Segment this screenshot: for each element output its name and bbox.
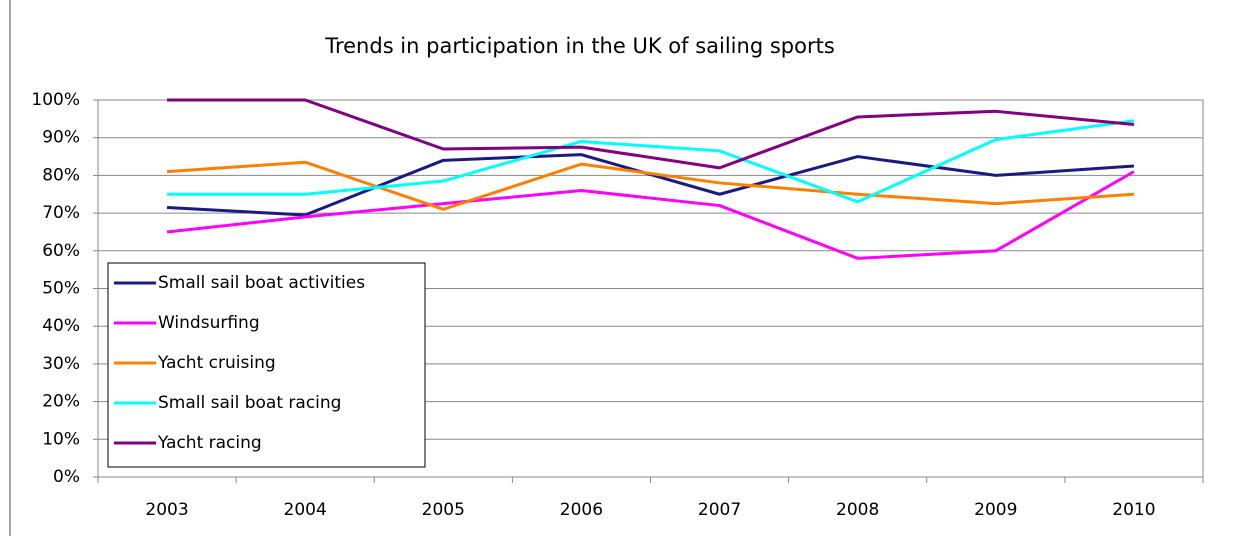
- x-tick-label: 2009: [974, 500, 1017, 520]
- series-line: [166, 160, 1135, 211]
- y-tick-label: 50%: [42, 279, 80, 299]
- legend-box: [107, 262, 426, 468]
- x-tick-label: 2005: [422, 500, 465, 520]
- y-tick-label: 0%: [53, 467, 80, 487]
- x-tick-label: 2008: [836, 500, 879, 520]
- legend-label: Windsurfing: [158, 313, 260, 333]
- legend-label: Small sail boat activities: [158, 273, 365, 293]
- series-line: [167, 98, 1135, 170]
- legend-label: Yacht cruising: [157, 353, 276, 373]
- legend-label: Small sail boat racing: [158, 393, 341, 413]
- y-tick-label: 70%: [42, 203, 80, 223]
- y-tick-label: 90%: [42, 128, 80, 148]
- x-tick-label: 2004: [284, 500, 327, 520]
- y-tick-label: 20%: [42, 392, 80, 412]
- y-tick-label: 10%: [42, 429, 80, 449]
- y-tick-label: 60%: [42, 241, 80, 261]
- legend-label: Yacht racing: [157, 433, 262, 453]
- series-line: [167, 119, 1135, 204]
- y-tick-label: 30%: [42, 354, 80, 374]
- x-tick-label: 2003: [145, 500, 188, 520]
- chart-title: Trends in participation in the UK of sai…: [324, 34, 835, 58]
- y-tick-label: 100%: [31, 90, 80, 110]
- y-tick-label: 40%: [42, 316, 80, 336]
- x-tick-label: 2010: [1112, 500, 1155, 520]
- x-tick-label: 2006: [560, 500, 603, 520]
- x-tick-label: 2007: [698, 500, 741, 520]
- series-line: [166, 170, 1135, 260]
- y-tick-label: 80%: [42, 165, 80, 185]
